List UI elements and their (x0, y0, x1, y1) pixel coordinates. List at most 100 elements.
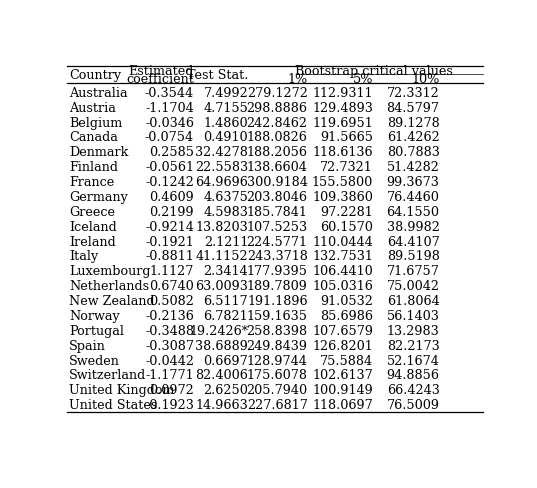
Text: 224.5771: 224.5771 (246, 235, 308, 248)
Text: 2.3414: 2.3414 (204, 265, 248, 278)
Text: 0.4910: 0.4910 (204, 131, 248, 144)
Text: -0.3087: -0.3087 (145, 339, 194, 352)
Text: Germany: Germany (69, 191, 128, 203)
Text: 22.5583: 22.5583 (195, 161, 248, 174)
Text: 2.6250: 2.6250 (204, 384, 248, 397)
Text: 300.9184: 300.9184 (247, 176, 308, 189)
Text: 14.9663: 14.9663 (195, 398, 248, 411)
Text: 109.3860: 109.3860 (312, 191, 373, 203)
Text: 61.4262: 61.4262 (387, 131, 440, 144)
Text: Greece: Greece (69, 205, 115, 219)
Text: 10%: 10% (411, 73, 440, 86)
Text: -0.3488: -0.3488 (145, 324, 194, 337)
Text: 188.2056: 188.2056 (246, 146, 308, 159)
Text: 32.4278: 32.4278 (195, 146, 248, 159)
Text: 106.4410: 106.4410 (312, 265, 373, 278)
Text: 91.0532: 91.0532 (320, 294, 373, 307)
Text: -0.0561: -0.0561 (145, 161, 194, 174)
Text: Spain: Spain (69, 339, 106, 352)
Text: 0.6697: 0.6697 (204, 354, 248, 367)
Text: 203.8046: 203.8046 (246, 191, 308, 203)
Text: 76.4460: 76.4460 (387, 191, 440, 203)
Text: 110.0444: 110.0444 (312, 235, 373, 248)
Text: 128.9744: 128.9744 (247, 354, 308, 367)
Text: 75.5884: 75.5884 (320, 354, 373, 367)
Text: -0.1923: -0.1923 (145, 398, 194, 411)
Text: -0.0346: -0.0346 (145, 116, 194, 129)
Text: -0.2136: -0.2136 (145, 309, 194, 322)
Text: 4.5983: 4.5983 (204, 205, 248, 219)
Text: Country: Country (69, 69, 121, 82)
Text: 4.7155: 4.7155 (204, 102, 248, 115)
Text: -0.1242: -0.1242 (145, 176, 194, 189)
Text: Australia: Australia (69, 87, 128, 100)
Text: 112.9311: 112.9311 (313, 87, 373, 100)
Text: 13.2983: 13.2983 (387, 324, 440, 337)
Text: Portugal: Portugal (69, 324, 124, 337)
Text: 89.5198: 89.5198 (387, 250, 440, 263)
Text: Switzerland: Switzerland (69, 369, 147, 382)
Text: Italy: Italy (69, 250, 98, 263)
Text: 119.6951: 119.6951 (312, 116, 373, 129)
Text: 80.7883: 80.7883 (387, 146, 440, 159)
Text: 118.0697: 118.0697 (312, 398, 373, 411)
Text: 155.5800: 155.5800 (312, 176, 373, 189)
Text: 52.1674: 52.1674 (387, 354, 440, 367)
Text: 61.8064: 61.8064 (387, 294, 440, 307)
Text: 13.8203: 13.8203 (195, 220, 248, 233)
Text: Sweden: Sweden (69, 354, 120, 367)
Text: 177.9395: 177.9395 (246, 265, 308, 278)
Text: Austria: Austria (69, 102, 116, 115)
Text: Denmark: Denmark (69, 146, 128, 159)
Text: 175.6078: 175.6078 (246, 369, 308, 382)
Text: 126.8201: 126.8201 (312, 339, 373, 352)
Text: Luxembourg: Luxembourg (69, 265, 151, 278)
Text: -1.1704: -1.1704 (146, 102, 194, 115)
Text: 76.5009: 76.5009 (387, 398, 440, 411)
Text: 72.3312: 72.3312 (387, 87, 440, 100)
Text: Netherlands: Netherlands (69, 280, 149, 293)
Text: Canada: Canada (69, 131, 118, 144)
Text: Bootstrap critical values: Bootstrap critical values (295, 65, 453, 78)
Text: Norway: Norway (69, 309, 120, 322)
Text: 97.2281: 97.2281 (320, 205, 373, 219)
Text: 298.8886: 298.8886 (246, 102, 308, 115)
Text: 2.1211: 2.1211 (204, 235, 248, 248)
Text: 82.2173: 82.2173 (387, 339, 440, 352)
Text: 0.2199: 0.2199 (149, 205, 194, 219)
Text: 4.6375: 4.6375 (204, 191, 248, 203)
Text: 188.0826: 188.0826 (247, 131, 308, 144)
Text: 72.7321: 72.7321 (320, 161, 373, 174)
Text: 102.6137: 102.6137 (312, 369, 373, 382)
Text: 84.5797: 84.5797 (387, 102, 440, 115)
Text: 1.1127: 1.1127 (150, 265, 194, 278)
Text: -0.9214: -0.9214 (145, 220, 194, 233)
Text: Iceland: Iceland (69, 220, 117, 233)
Text: 249.8439: 249.8439 (246, 339, 308, 352)
Text: 19.2426*: 19.2426* (189, 324, 248, 337)
Text: 64.1550: 64.1550 (387, 205, 440, 219)
Text: 85.6986: 85.6986 (320, 309, 373, 322)
Text: 243.3718: 243.3718 (247, 250, 308, 263)
Text: 189.7809: 189.7809 (247, 280, 308, 293)
Text: France: France (69, 176, 114, 189)
Text: 38.9982: 38.9982 (387, 220, 440, 233)
Text: Belgium: Belgium (69, 116, 122, 129)
Text: 227.6817: 227.6817 (247, 398, 308, 411)
Text: 185.7841: 185.7841 (247, 205, 308, 219)
Text: 94.8856: 94.8856 (387, 369, 440, 382)
Text: 107.5253: 107.5253 (246, 220, 308, 233)
Text: 5%: 5% (352, 73, 373, 86)
Text: 205.7940: 205.7940 (246, 384, 308, 397)
Text: 41.1152: 41.1152 (195, 250, 248, 263)
Text: 159.1635: 159.1635 (246, 309, 308, 322)
Text: 82.4006: 82.4006 (195, 369, 248, 382)
Text: 66.4243: 66.4243 (387, 384, 440, 397)
Text: coefficient: coefficient (126, 73, 194, 86)
Text: 242.8462: 242.8462 (246, 116, 308, 129)
Text: Ireland: Ireland (69, 235, 116, 248)
Text: 279.1272: 279.1272 (247, 87, 308, 100)
Text: 0.6740: 0.6740 (149, 280, 194, 293)
Text: United States: United States (69, 398, 157, 411)
Text: 6.5117: 6.5117 (204, 294, 248, 307)
